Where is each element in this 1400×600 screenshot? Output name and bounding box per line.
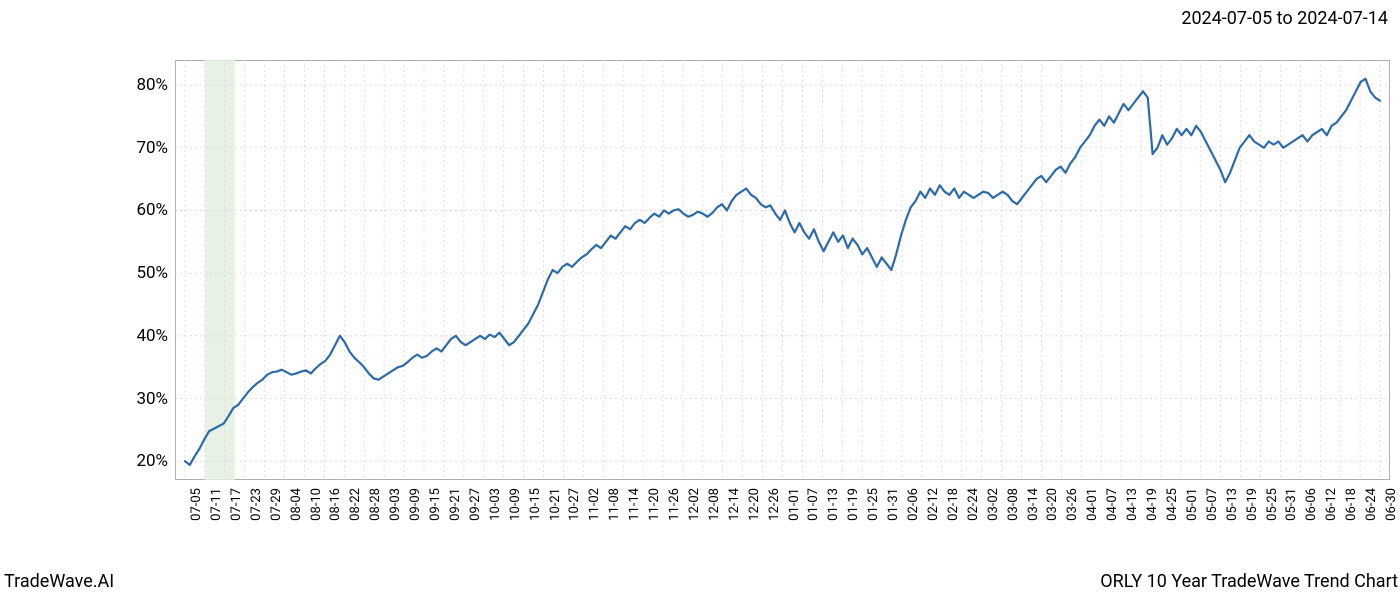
x-tick-label: 04-13 bbox=[1125, 488, 1140, 521]
x-tick-label: 05-25 bbox=[1265, 488, 1280, 521]
x-tick-label: 01-19 bbox=[846, 488, 861, 521]
x-tick-label: 08-28 bbox=[368, 488, 383, 521]
x-tick-label: 07-29 bbox=[269, 488, 284, 521]
x-tick-label: 06-12 bbox=[1324, 488, 1339, 521]
x-tick-label: 07-23 bbox=[249, 488, 264, 521]
footer-brand: TradeWave.AI bbox=[4, 571, 114, 592]
x-tick-label: 11-26 bbox=[667, 488, 682, 521]
x-tick-label: 08-22 bbox=[348, 488, 363, 521]
date-range-label: 2024-07-05 to 2024-07-14 bbox=[1181, 8, 1388, 29]
x-tick-label: 03-02 bbox=[986, 488, 1001, 521]
plot-svg bbox=[175, 60, 1390, 480]
x-tick-label: 05-31 bbox=[1284, 488, 1299, 521]
x-tick-label: 12-08 bbox=[707, 488, 722, 521]
x-tick-label: 08-10 bbox=[309, 488, 324, 521]
x-tick-label: 01-13 bbox=[826, 488, 841, 521]
x-tick-label: 12-14 bbox=[727, 488, 742, 521]
y-tick-label: 70% bbox=[136, 138, 168, 158]
x-tick-label: 05-13 bbox=[1225, 488, 1240, 521]
chart-container: 2024-07-05 to 2024-07-14 TradeWave.AI OR… bbox=[0, 0, 1400, 600]
y-tick-label: 30% bbox=[136, 389, 168, 409]
x-tick-label: 07-11 bbox=[209, 488, 224, 521]
x-tick-label: 04-01 bbox=[1085, 488, 1100, 521]
y-tick-label: 80% bbox=[136, 75, 168, 95]
x-tick-label: 11-14 bbox=[627, 488, 642, 521]
y-tick-label: 40% bbox=[136, 326, 168, 346]
x-tick-label: 05-07 bbox=[1205, 488, 1220, 521]
x-tick-label: 10-09 bbox=[508, 488, 523, 521]
x-tick-label: 01-25 bbox=[866, 488, 881, 521]
y-tick-label: 60% bbox=[136, 200, 168, 220]
chart-title: ORLY 10 Year TradeWave Trend Chart bbox=[1100, 571, 1398, 592]
x-tick-label: 01-07 bbox=[806, 488, 821, 521]
x-tick-label: 06-24 bbox=[1364, 488, 1379, 521]
x-tick-label: 04-07 bbox=[1105, 488, 1120, 521]
x-tick-label: 02-24 bbox=[966, 488, 981, 521]
y-tick-label: 20% bbox=[136, 451, 168, 471]
x-tick-label: 11-02 bbox=[587, 488, 602, 521]
x-tick-label: 09-09 bbox=[408, 488, 423, 521]
x-tick-label: 05-01 bbox=[1185, 488, 1200, 521]
x-tick-label: 08-16 bbox=[328, 488, 343, 521]
x-tick-label: 07-05 bbox=[189, 488, 204, 521]
x-tick-label: 11-20 bbox=[647, 488, 662, 521]
x-tick-label: 09-27 bbox=[468, 488, 483, 521]
x-tick-label: 09-03 bbox=[388, 488, 403, 521]
x-tick-label: 08-04 bbox=[289, 488, 304, 521]
x-tick-label: 06-30 bbox=[1384, 488, 1399, 521]
x-tick-label: 02-06 bbox=[906, 488, 921, 521]
x-tick-label: 12-20 bbox=[747, 488, 762, 521]
x-tick-label: 03-26 bbox=[1065, 488, 1080, 521]
x-tick-label: 12-26 bbox=[767, 488, 782, 521]
x-tick-label: 02-18 bbox=[946, 488, 961, 521]
x-tick-label: 12-02 bbox=[687, 488, 702, 521]
x-tick-label: 04-25 bbox=[1165, 488, 1180, 521]
y-tick-label: 50% bbox=[136, 263, 168, 283]
x-tick-label: 03-14 bbox=[1026, 488, 1041, 521]
x-tick-label: 09-15 bbox=[428, 488, 443, 521]
x-tick-label: 11-08 bbox=[607, 488, 622, 521]
x-tick-label: 07-17 bbox=[229, 488, 244, 521]
x-tick-label: 10-15 bbox=[528, 488, 543, 521]
x-tick-label: 10-27 bbox=[567, 488, 582, 521]
x-tick-label: 06-18 bbox=[1344, 488, 1359, 521]
x-tick-label: 10-03 bbox=[488, 488, 503, 521]
x-tick-label: 09-21 bbox=[448, 488, 463, 521]
x-tick-label: 10-21 bbox=[548, 488, 563, 521]
x-tick-label: 05-19 bbox=[1245, 488, 1260, 521]
x-tick-label: 01-31 bbox=[886, 488, 901, 521]
x-tick-label: 04-19 bbox=[1145, 488, 1160, 521]
x-tick-label: 06-06 bbox=[1304, 488, 1319, 521]
x-tick-label: 03-20 bbox=[1045, 488, 1060, 521]
x-tick-label: 03-08 bbox=[1006, 488, 1021, 521]
x-tick-label: 02-12 bbox=[926, 488, 941, 521]
x-tick-label: 01-01 bbox=[787, 488, 802, 521]
